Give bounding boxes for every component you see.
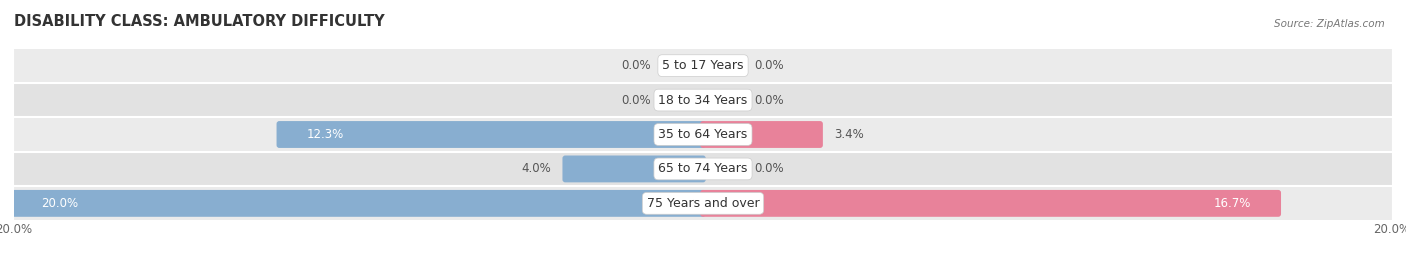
- Text: 0.0%: 0.0%: [755, 162, 785, 175]
- Text: 12.3%: 12.3%: [307, 128, 344, 141]
- FancyBboxPatch shape: [11, 190, 706, 217]
- Text: 20.0%: 20.0%: [42, 197, 79, 210]
- Text: 0.0%: 0.0%: [755, 59, 785, 72]
- FancyBboxPatch shape: [277, 121, 706, 148]
- FancyBboxPatch shape: [14, 48, 1392, 83]
- Text: DISABILITY CLASS: AMBULATORY DIFFICULTY: DISABILITY CLASS: AMBULATORY DIFFICULTY: [14, 15, 385, 30]
- FancyBboxPatch shape: [14, 186, 1392, 221]
- Text: 16.7%: 16.7%: [1213, 197, 1251, 210]
- Text: 4.0%: 4.0%: [522, 162, 551, 175]
- Text: 5 to 17 Years: 5 to 17 Years: [662, 59, 744, 72]
- FancyBboxPatch shape: [562, 155, 706, 182]
- FancyBboxPatch shape: [700, 121, 823, 148]
- Text: 0.0%: 0.0%: [621, 94, 651, 107]
- Text: 3.4%: 3.4%: [834, 128, 863, 141]
- FancyBboxPatch shape: [14, 152, 1392, 186]
- Text: 35 to 64 Years: 35 to 64 Years: [658, 128, 748, 141]
- FancyBboxPatch shape: [700, 190, 1281, 217]
- Text: 65 to 74 Years: 65 to 74 Years: [658, 162, 748, 175]
- Text: Source: ZipAtlas.com: Source: ZipAtlas.com: [1274, 19, 1385, 29]
- FancyBboxPatch shape: [14, 83, 1392, 117]
- Text: 75 Years and over: 75 Years and over: [647, 197, 759, 210]
- Text: 0.0%: 0.0%: [755, 94, 785, 107]
- Text: 18 to 34 Years: 18 to 34 Years: [658, 94, 748, 107]
- Text: 0.0%: 0.0%: [621, 59, 651, 72]
- FancyBboxPatch shape: [14, 117, 1392, 152]
